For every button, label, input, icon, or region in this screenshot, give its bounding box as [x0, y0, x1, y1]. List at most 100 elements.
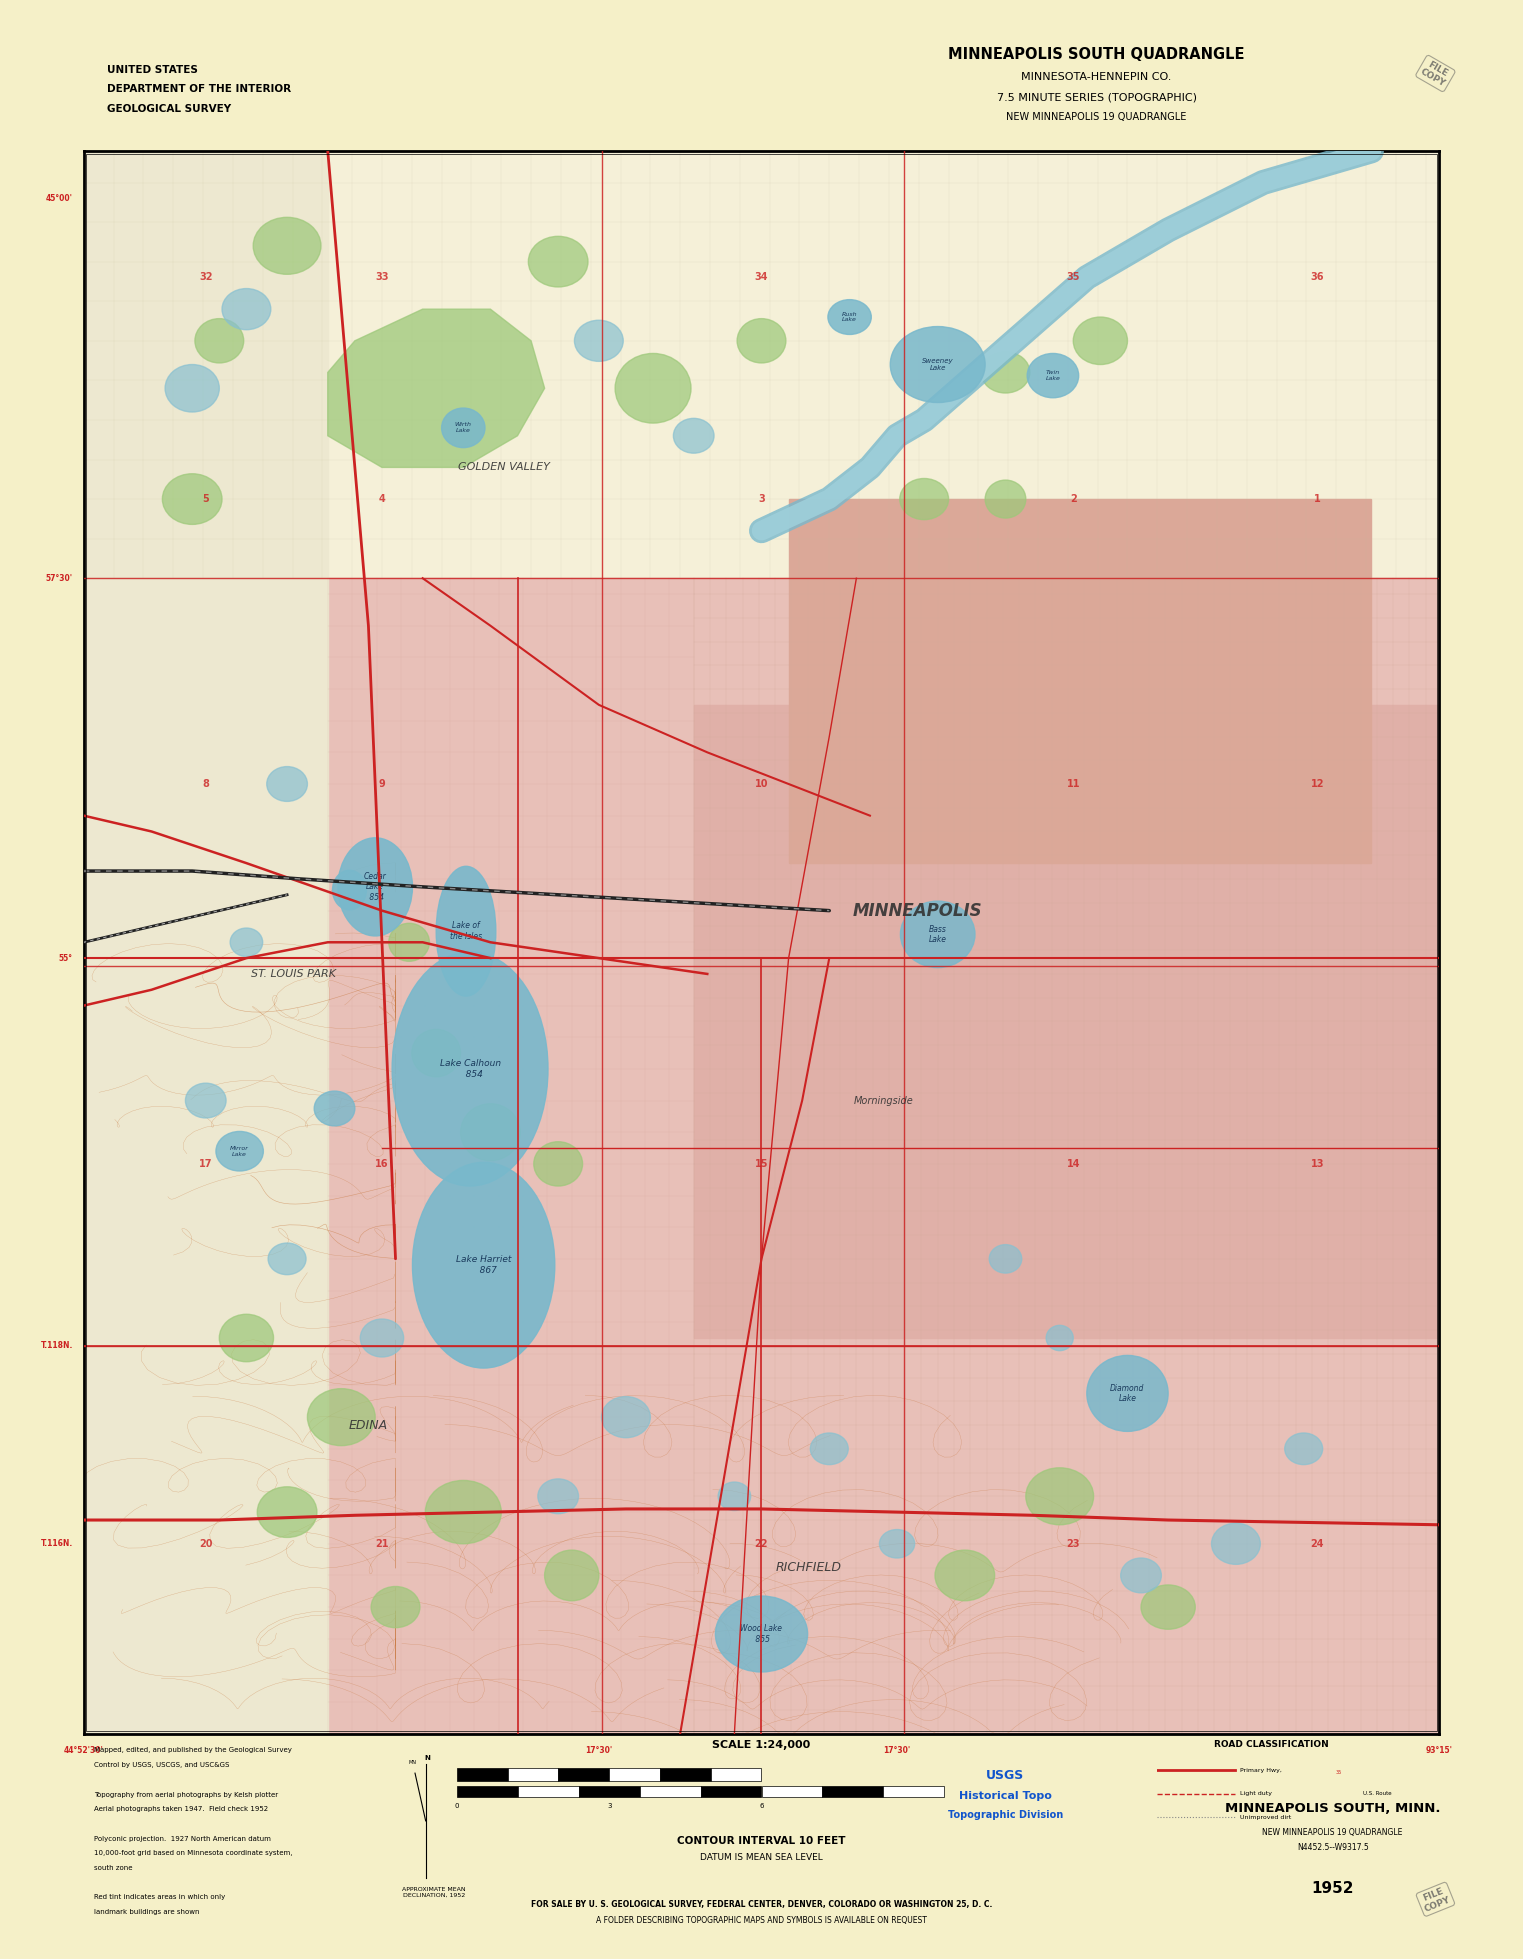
Text: Wirth
Lake: Wirth Lake	[455, 423, 472, 433]
Text: USGS: USGS	[985, 1769, 1025, 1783]
Ellipse shape	[222, 288, 271, 329]
Bar	[659, 1769, 711, 1781]
Text: MINNEAPOLIS: MINNEAPOLIS	[853, 901, 982, 919]
Text: Aerial photographs taken 1947.  Field check 1952: Aerial photographs taken 1947. Field che…	[94, 1806, 268, 1812]
Bar	[609, 1769, 659, 1781]
Ellipse shape	[891, 327, 985, 402]
Ellipse shape	[442, 407, 484, 447]
Ellipse shape	[545, 1550, 599, 1601]
Ellipse shape	[195, 319, 244, 362]
Text: 5: 5	[203, 494, 209, 503]
Text: 3: 3	[758, 494, 765, 503]
Text: 2: 2	[1069, 494, 1077, 503]
Text: 55°: 55°	[59, 954, 73, 962]
Text: south zone: south zone	[94, 1865, 133, 1871]
Text: Control by USGS, USCGS, and USC&GS: Control by USGS, USCGS, and USC&GS	[94, 1763, 230, 1769]
Ellipse shape	[981, 353, 1030, 394]
Ellipse shape	[257, 1487, 317, 1538]
Text: Lake Harriet
   867: Lake Harriet 867	[455, 1256, 512, 1275]
Text: 20: 20	[200, 1538, 213, 1550]
Text: Mapped, edited, and published by the Geological Survey: Mapped, edited, and published by the Geo…	[94, 1747, 292, 1753]
Text: Topographic Division: Topographic Division	[947, 1810, 1063, 1820]
Ellipse shape	[719, 1483, 751, 1510]
Text: 10: 10	[755, 780, 768, 789]
Text: FILE
COPY: FILE COPY	[1419, 59, 1451, 88]
Ellipse shape	[163, 474, 222, 525]
Text: 10,000-foot grid based on Minnesota coordinate system,: 10,000-foot grid based on Minnesota coor…	[94, 1849, 292, 1857]
Text: 34: 34	[755, 272, 768, 282]
Ellipse shape	[737, 319, 786, 362]
Ellipse shape	[615, 353, 691, 423]
Text: 24: 24	[1310, 1538, 1323, 1550]
Text: Polyconic projection.  1927 North American datum: Polyconic projection. 1927 North America…	[94, 1836, 271, 1841]
Text: 11: 11	[1066, 780, 1080, 789]
Ellipse shape	[411, 1028, 460, 1077]
Ellipse shape	[314, 1091, 355, 1126]
Ellipse shape	[673, 419, 714, 453]
Text: 12: 12	[1310, 780, 1323, 789]
Ellipse shape	[1027, 353, 1078, 398]
Text: 13: 13	[1310, 1160, 1323, 1170]
Ellipse shape	[219, 1314, 274, 1362]
Text: A FOLDER DESCRIBING TOPOGRAPHIC MAPS AND SYMBOLS IS AVAILABLE ON REQUEST: A FOLDER DESCRIBING TOPOGRAPHIC MAPS AND…	[595, 1916, 928, 1926]
Text: Bass
Lake: Bass Lake	[929, 925, 947, 944]
Text: 1952: 1952	[1311, 1881, 1354, 1896]
Ellipse shape	[267, 766, 308, 801]
Ellipse shape	[829, 300, 871, 335]
Ellipse shape	[935, 1550, 995, 1601]
Text: landmark buildings are shown: landmark buildings are shown	[94, 1908, 200, 1916]
Ellipse shape	[574, 319, 623, 360]
Ellipse shape	[413, 1162, 554, 1367]
Ellipse shape	[216, 1132, 263, 1171]
Text: U.S. Route: U.S. Route	[1363, 1791, 1392, 1796]
Ellipse shape	[538, 1479, 579, 1514]
Text: FOR SALE BY U. S. GEOLOGICAL SURVEY, FEDERAL CENTER, DENVER, COLORADO OR WASHING: FOR SALE BY U. S. GEOLOGICAL SURVEY, FED…	[532, 1900, 991, 1910]
Ellipse shape	[391, 952, 548, 1185]
Bar	[457, 1769, 507, 1781]
Text: 33: 33	[375, 272, 388, 282]
Text: Topography from aerial photographs by Kelsh plotter: Topography from aerial photographs by Ke…	[94, 1791, 279, 1798]
Text: 93°15': 93°15'	[1426, 1745, 1453, 1755]
Text: Primary Hwy,: Primary Hwy,	[1240, 1767, 1282, 1773]
Text: 21: 21	[375, 1538, 388, 1550]
Ellipse shape	[1121, 1557, 1162, 1593]
Text: Sweeney
Lake: Sweeney Lake	[921, 358, 953, 370]
Text: MINNEAPOLIS SOUTH QUADRANGLE: MINNEAPOLIS SOUTH QUADRANGLE	[949, 47, 1244, 63]
Text: MN: MN	[408, 1759, 416, 1765]
Ellipse shape	[460, 1103, 521, 1162]
Text: 57°30': 57°30'	[46, 574, 73, 582]
Text: ST. LOUIS PARK: ST. LOUIS PARK	[251, 970, 337, 980]
Text: 8: 8	[203, 780, 209, 789]
Text: EDINA: EDINA	[349, 1418, 388, 1432]
Ellipse shape	[1074, 317, 1127, 364]
Text: Rush
Lake: Rush Lake	[842, 311, 857, 323]
Ellipse shape	[436, 866, 496, 995]
Bar	[762, 1787, 822, 1796]
Text: 17: 17	[200, 1160, 213, 1170]
Text: Cedar
Lake
 854: Cedar Lake 854	[364, 872, 387, 901]
Text: 1: 1	[1314, 494, 1320, 503]
Text: SCALE 1:24,000: SCALE 1:24,000	[713, 1740, 810, 1749]
Text: CONTOUR INTERVAL 10 FEET: CONTOUR INTERVAL 10 FEET	[678, 1836, 845, 1845]
Text: ROAD CLASSIFICATION: ROAD CLASSIFICATION	[1214, 1740, 1330, 1749]
Text: Wood Lake
 855: Wood Lake 855	[740, 1624, 783, 1644]
Text: Diamond
Lake: Diamond Lake	[1110, 1383, 1145, 1403]
Polygon shape	[84, 151, 1439, 578]
Text: 35: 35	[1336, 1769, 1342, 1775]
Polygon shape	[327, 310, 545, 468]
Ellipse shape	[372, 1587, 420, 1628]
Text: N4452.5--W9317.5: N4452.5--W9317.5	[1296, 1843, 1369, 1853]
Text: 45°00': 45°00'	[46, 194, 73, 204]
Ellipse shape	[361, 1318, 404, 1358]
Text: FILE
COPY: FILE COPY	[1419, 1885, 1451, 1914]
Polygon shape	[693, 705, 1439, 1338]
Text: T.118N.: T.118N.	[41, 1342, 73, 1350]
Bar	[518, 1787, 579, 1796]
Ellipse shape	[1087, 1356, 1168, 1432]
Text: 15: 15	[755, 1160, 768, 1170]
Text: 23: 23	[1066, 1538, 1080, 1550]
Bar	[701, 1787, 762, 1796]
Bar	[579, 1787, 640, 1796]
Ellipse shape	[533, 1142, 583, 1185]
Ellipse shape	[1046, 1326, 1074, 1350]
